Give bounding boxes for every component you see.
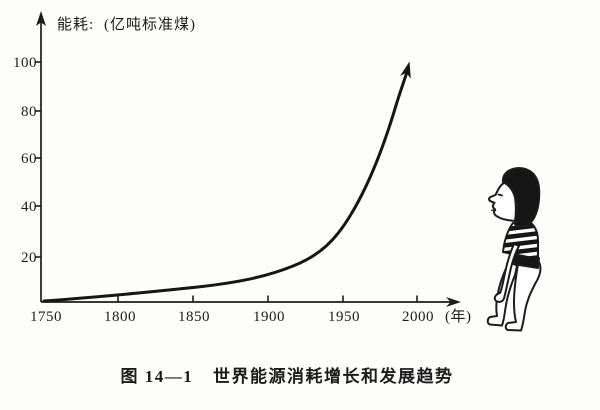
x-axis-arrow-icon <box>446 297 461 307</box>
y-tick-40: 40 <box>21 199 37 215</box>
x-tick-2000: 2000 <box>402 309 434 325</box>
y-tick-80: 80 <box>21 104 37 120</box>
y-tick-marks <box>34 61 41 258</box>
figure-caption-number: 图 14—1 <box>121 367 194 386</box>
child-back-leg <box>504 261 542 332</box>
figure-caption: 图 14—1 世界能源消耗增长和发展趋势 <box>121 366 454 386</box>
energy-growth-curve <box>42 72 408 303</box>
y-axis-unit-label: (亿吨标准煤) <box>104 16 196 33</box>
x-tick-1950: 1950 <box>328 309 360 325</box>
y-tick-60: 60 <box>21 151 37 167</box>
figure-caption-text: 世界能源消耗增长和发展趋势 <box>213 366 454 386</box>
x-tick-marks <box>117 295 418 302</box>
x-tick-1900: 1900 <box>253 309 285 325</box>
y-axis-arrow-icon <box>36 11 46 26</box>
child-eye <box>497 193 503 197</box>
y-axis-label: 能耗: <box>57 16 94 33</box>
y-tick-labels: 100 80 60 40 20 <box>13 55 37 266</box>
child-figure <box>486 167 542 332</box>
y-tick-20: 20 <box>21 250 37 266</box>
x-tick-1750: 1750 <box>30 309 62 325</box>
x-tick-1800: 1800 <box>104 309 136 325</box>
y-tick-100: 100 <box>13 55 37 71</box>
x-tick-1850: 1850 <box>178 309 210 325</box>
curve-arrow-icon <box>400 61 411 79</box>
x-axis-unit-label: (年) <box>445 308 472 325</box>
x-tick-labels: 1750 1800 1850 1900 1950 2000 <box>30 309 434 325</box>
child-arm <box>493 243 520 303</box>
axes <box>40 20 452 303</box>
child-hair <box>501 167 541 228</box>
